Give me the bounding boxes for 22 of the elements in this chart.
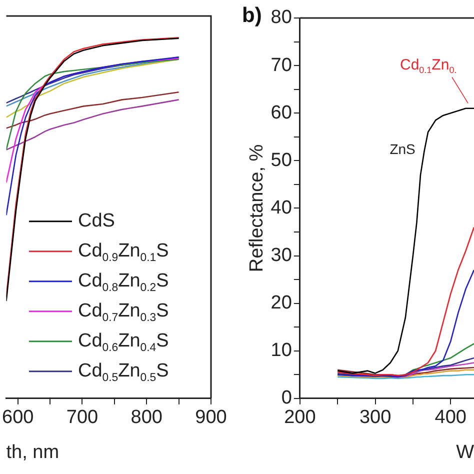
x-tick-label: 700 [66,407,98,428]
y-tick-label: 0 [281,388,292,409]
x-tick-label: 600 [2,407,34,428]
x-axis-title: th, nm [6,442,60,463]
x-tick-label: 900 [195,407,227,428]
y-tick-label: 60 [270,102,292,124]
legend-label: CdS [78,210,115,232]
x-axis-title: W [456,442,474,463]
y-tick-label: 10 [270,340,292,362]
y-tick-label: 50 [270,150,292,171]
x-tick-label: 200 [284,407,316,428]
x-tick-label: 800 [130,407,162,428]
y-tick-label: 70 [270,54,292,76]
chart-title: b) [242,4,262,27]
x-tick-label: 400 [434,407,466,428]
y-tick-label: 30 [270,244,292,266]
y-tick-label: 80 [270,7,292,28]
y-axis-title: Reflectance, % [246,144,268,272]
y-tick-label: 20 [270,292,292,314]
x-tick-label: 300 [359,407,392,428]
series-label: ZnS [390,141,416,158]
y-tick-label: 40 [270,197,292,218]
